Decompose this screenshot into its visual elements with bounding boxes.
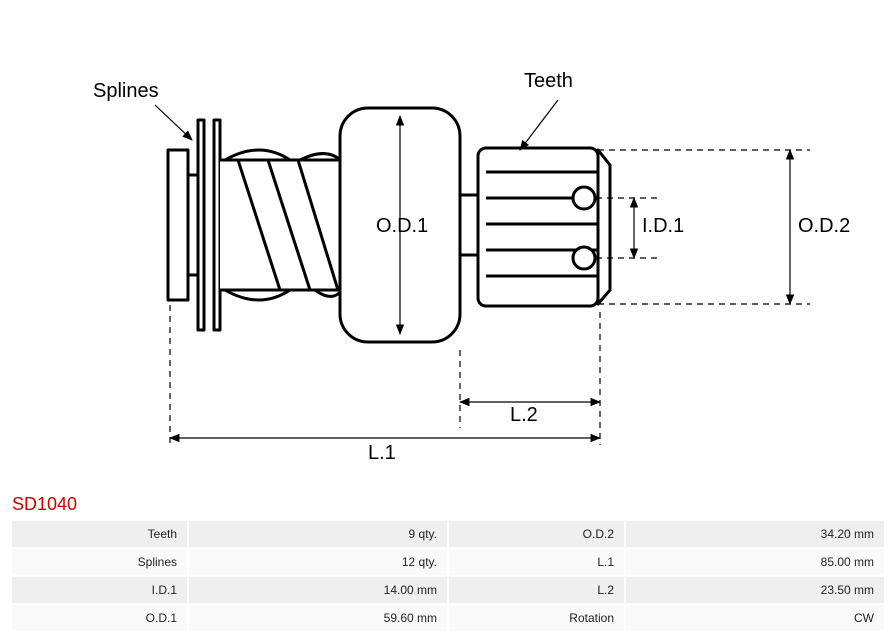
spec-key: Teeth (12, 521, 187, 547)
spec-key: O.D.2 (449, 521, 624, 547)
spec-value: 23.50 mm (626, 577, 884, 603)
label-l2: L.2 (510, 404, 538, 427)
table-row: Splines 12 qty. L.1 85.00 mm (12, 549, 884, 575)
spec-key: L.1 (449, 549, 624, 575)
spec-value: 12 qty. (189, 549, 447, 575)
spec-value: 9 qty. (189, 521, 447, 547)
spec-key: I.D.1 (12, 577, 187, 603)
spec-value: 34.20 mm (626, 521, 884, 547)
label-l1: L.1 (368, 442, 396, 465)
part-number: SD1040 (0, 490, 889, 519)
spec-key: L.2 (449, 577, 624, 603)
spec-value: CW (626, 605, 884, 631)
spec-table: Teeth 9 qty. O.D.2 34.20 mm Splines 12 q… (10, 519, 886, 633)
diagram-svg (0, 0, 889, 490)
spec-value: 85.00 mm (626, 549, 884, 575)
label-id1: I.D.1 (642, 215, 684, 238)
spec-key: Rotation (449, 605, 624, 631)
spec-value: 59.60 mm (189, 605, 447, 631)
spec-key: O.D.1 (12, 605, 187, 631)
technical-diagram: Splines Teeth O.D.1 I.D.1 O.D.2 L.2 L.1 (0, 0, 889, 490)
label-od1: O.D.1 (376, 215, 428, 238)
spec-value: 14.00 mm (189, 577, 447, 603)
label-teeth: Teeth (524, 70, 573, 93)
table-row: O.D.1 59.60 mm Rotation CW (12, 605, 884, 631)
table-row: Teeth 9 qty. O.D.2 34.20 mm (12, 521, 884, 547)
table-row: I.D.1 14.00 mm L.2 23.50 mm (12, 577, 884, 603)
label-splines: Splines (93, 80, 159, 103)
spec-key: Splines (12, 549, 187, 575)
label-od2: O.D.2 (798, 215, 850, 238)
